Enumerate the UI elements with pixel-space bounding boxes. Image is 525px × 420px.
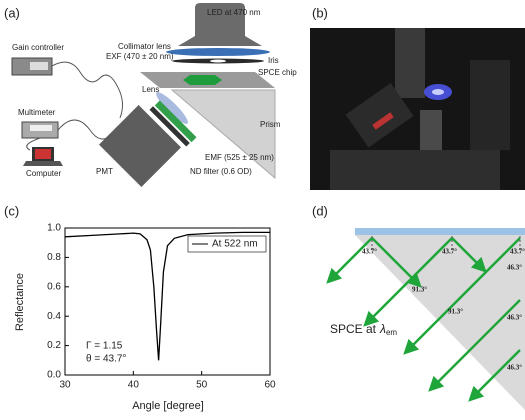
angle-label: 43.7° <box>442 248 457 256</box>
spce-geometry: 43.7° 43.7° 43.7° 91.3° 91.3° 46.3° 46.3… <box>328 228 525 410</box>
label: PMT <box>96 167 113 176</box>
label: Lens <box>142 85 159 94</box>
x-axis-label: Angle [degree] <box>132 400 204 412</box>
setup-diagram: LED at 470 nm Collimator lens EXF (470 ±… <box>12 3 297 187</box>
panel-label: (c) <box>4 203 19 218</box>
x-tick-label: 30 <box>59 380 71 391</box>
panel-label: (b) <box>312 5 328 20</box>
label: Gain controller <box>12 43 64 52</box>
angle-label: 46.3° <box>507 264 522 272</box>
figure: (a) (b) (c) (d) LED at 470 nm Collimator… <box>0 0 525 420</box>
label: EXF (470 ± 20 nm) <box>106 52 174 61</box>
label: Iris <box>268 56 279 65</box>
angle-label: 46.3° <box>507 364 522 372</box>
label: Collimator lens <box>118 42 171 51</box>
label: EMF (525 ± 25 nm) <box>205 153 274 162</box>
x-tick-label: 50 <box>196 380 208 391</box>
photo <box>310 28 525 190</box>
label: SPCE chip <box>258 68 297 77</box>
reflectance-chart: Reflectance Angle [degree] 0.00.20.40.60… <box>14 223 276 412</box>
panel-label: (d) <box>312 203 328 218</box>
x-tick-label: 60 <box>264 380 276 391</box>
x-tick-label: 40 <box>128 380 140 391</box>
angle-label: 91.3° <box>412 286 427 294</box>
angle-label: 91.3° <box>448 308 463 316</box>
y-tick-label: 1.0 <box>47 223 61 234</box>
annotation: Γ = 1.15 <box>86 341 123 352</box>
y-axis-label: Reflectance <box>14 273 26 331</box>
label: Computer <box>26 169 61 178</box>
y-tick-label: 0.6 <box>47 281 61 292</box>
y-tick-label: 0.8 <box>47 252 61 263</box>
label: LED at 470 nm <box>207 8 261 17</box>
panel-label: (a) <box>4 5 20 20</box>
legend-label: At 522 nm <box>212 239 258 250</box>
angle-label: 43.7° <box>362 248 377 256</box>
annotation: θ = 43.7° <box>86 354 126 365</box>
label: Multimeter <box>18 108 56 117</box>
label: Prism <box>260 120 281 129</box>
angle-label: 43.7° <box>510 248 525 256</box>
y-tick-label: 0.4 <box>47 311 61 322</box>
angle-label: 46.3° <box>507 314 522 322</box>
label: ND filter (0.6 OD) <box>190 167 252 176</box>
y-tick-label: 0.2 <box>47 340 61 351</box>
